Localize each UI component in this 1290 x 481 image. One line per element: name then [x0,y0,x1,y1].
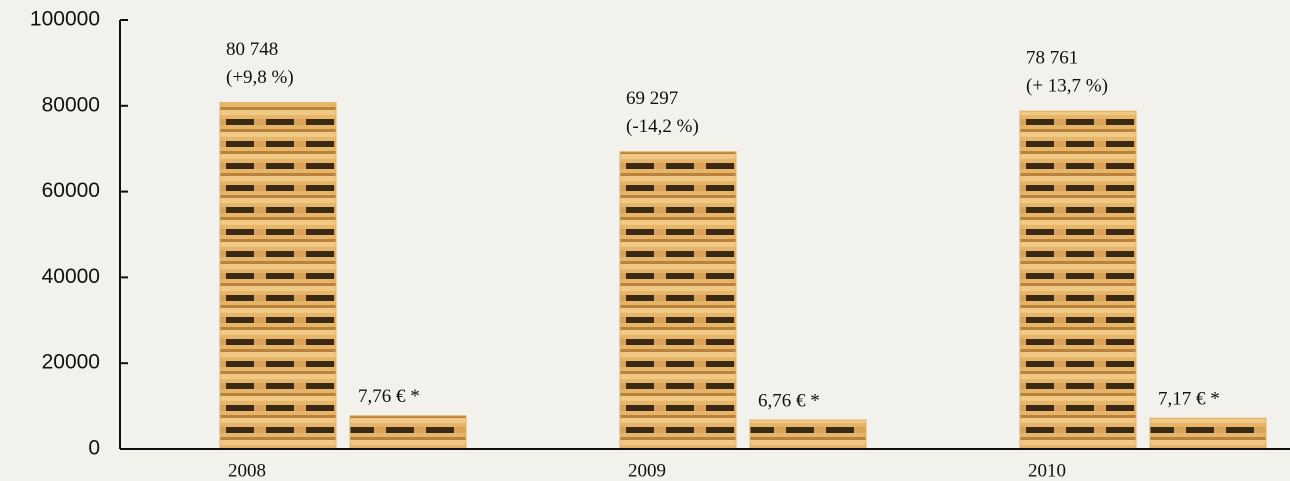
value-label: 7,17 € * [1158,389,1220,410]
value-label: 6,76 € * [758,390,820,411]
page: 0 20000 40000 60000 80000 100000 2008 80 748 (+9… [0,0,1290,481]
value-label: 69 297 [626,88,678,109]
y-tick-label: 80000 [42,93,100,116]
y-tick-label: 100000 [30,8,100,31]
value-label: 80 748 [226,39,278,60]
pallet-bar [1020,111,1136,449]
pallet-bar [750,420,866,449]
y-tick-label: 40000 [42,265,100,288]
value-label: 7,76 € * [358,386,420,407]
pallet-bar [350,416,466,449]
y-tick-label: 60000 [42,179,100,202]
x-tick-label: 2010 [1028,460,1066,481]
y-tick-label: 0 [88,437,100,460]
change-label: (-14,2 %) [626,116,699,137]
y-tick-label: 20000 [42,351,100,374]
pallet-bar [620,152,736,449]
pallet-bar [1150,418,1266,449]
x-tick-label: 2008 [228,460,266,481]
x-tick-label: 2009 [628,460,666,481]
value-label: 78 761 [1026,47,1078,68]
chart: 0 20000 40000 60000 80000 100000 2008 80 748 (+9… [0,0,1290,481]
pallet-bar [220,103,336,449]
change-label: (+ 13,7 %) [1026,75,1108,96]
change-label: (+9,8 %) [226,67,294,88]
